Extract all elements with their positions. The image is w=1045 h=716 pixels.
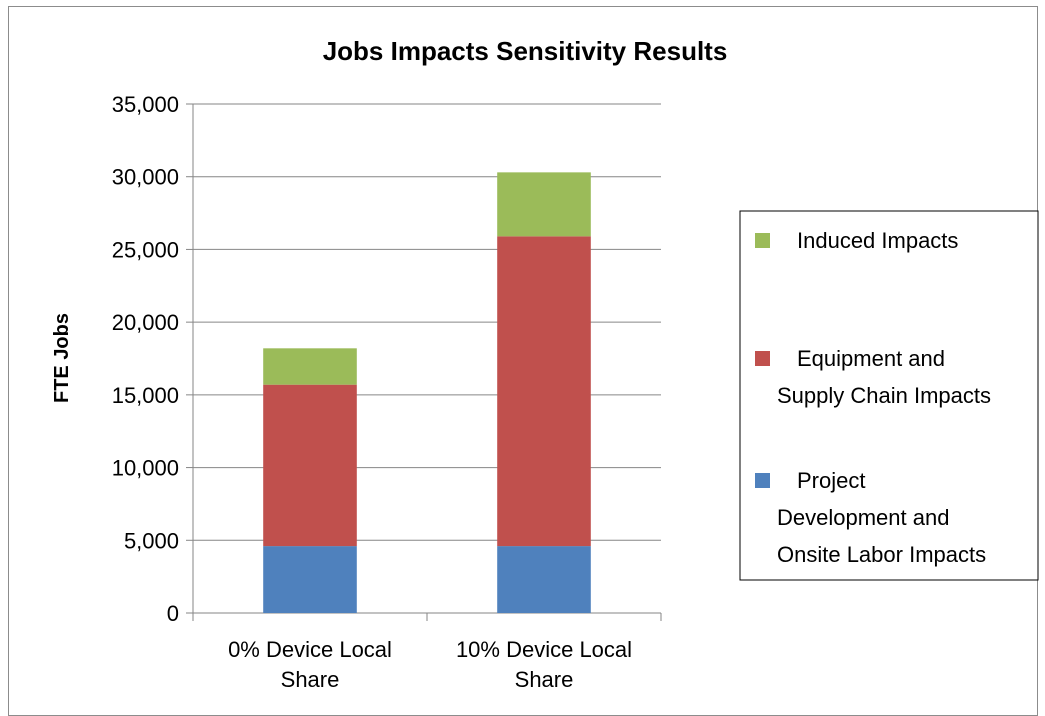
bar-segment — [497, 546, 591, 613]
legend: Induced Impacts Equipment and Supply Chain… — [739, 210, 1039, 581]
y-tick-label: 30,000 — [112, 165, 179, 190]
bar-segment — [497, 236, 591, 547]
bar-segment — [263, 348, 357, 385]
bars — [263, 172, 591, 613]
y-tick-label: 25,000 — [112, 237, 179, 262]
y-axis-ticks: 0 5,000 10,000 15,000 20,000 25,000 30,000 35,0… — [112, 92, 193, 626]
legend-box — [739, 210, 1039, 581]
x-tick-label: 10% Device Local Share — [456, 637, 632, 692]
bar-segment — [263, 384, 357, 547]
legend-swatch — [755, 473, 770, 488]
x-tick-label: 0% Device Local Share — [228, 637, 392, 692]
bar-segment — [497, 172, 591, 237]
legend-entry: Project Development and Onsite Labor Impac… — [777, 468, 986, 567]
y-tick-label: 15,000 — [112, 383, 179, 408]
legend-swatch — [755, 233, 770, 248]
x-axis-ticks: 0% Device Local Share 10% Device Local Shar… — [192, 613, 662, 692]
y-tick-label: 10,000 — [112, 456, 179, 481]
y-tick-label: 35,000 — [112, 92, 179, 117]
legend-entry: Equipment and Supply Chain Impacts — [777, 346, 991, 408]
y-axis-label: FTE Jobs — [51, 313, 73, 403]
y-tick-label: 0 — [167, 601, 179, 626]
bar-segment — [263, 546, 357, 613]
y-tick-label: 5,000 — [124, 528, 179, 553]
legend-entry: Induced Impacts — [797, 228, 958, 253]
y-tick-label: 20,000 — [112, 310, 179, 335]
chart-title: Jobs Impacts Sensitivity Results — [323, 36, 728, 66]
legend-swatch — [755, 351, 770, 366]
